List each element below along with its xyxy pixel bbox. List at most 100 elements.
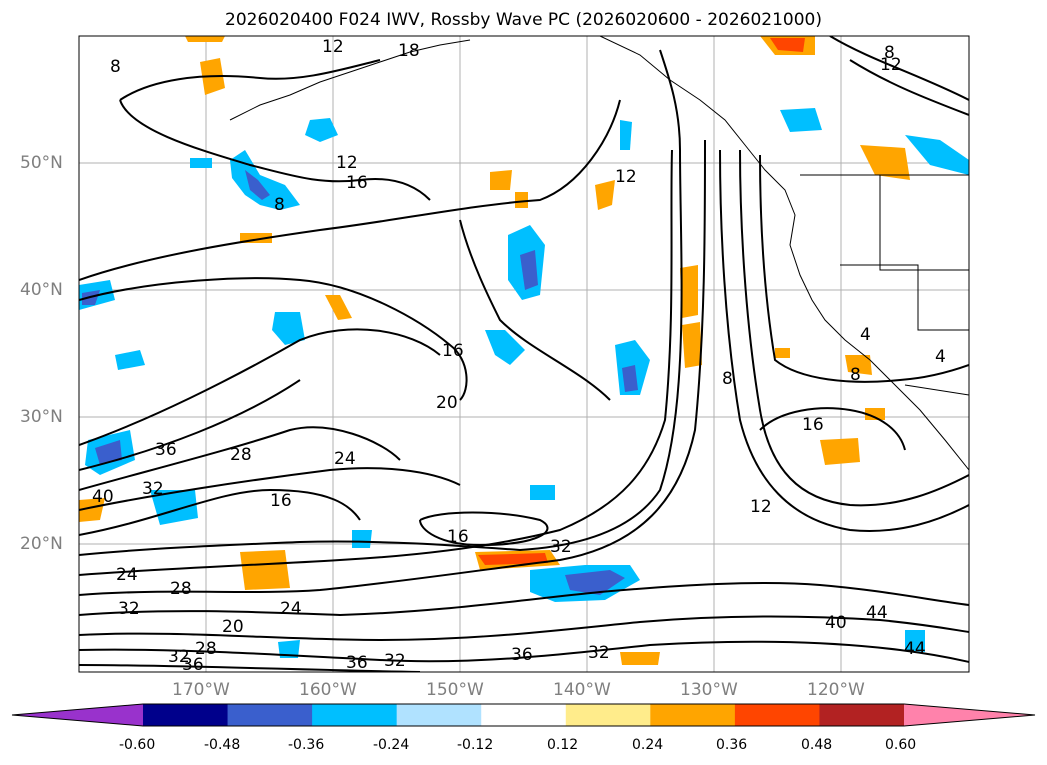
contour-label: 36 [182,655,204,675]
lat-tick-label: 30°N [20,407,63,427]
contour-label: 24 [334,449,356,469]
anomaly-negative [95,440,122,465]
contour-label: 44 [904,639,926,659]
anomaly-negative [272,312,305,345]
contour-label: 20 [436,393,458,413]
anomaly-negative [190,158,212,168]
anomaly-positive [79,498,105,522]
anomaly-positive [595,180,615,210]
contour-label: 40 [92,487,114,507]
lon-tick-label: 140°W [553,680,611,700]
aleutian-islands [229,39,471,121]
anomaly-positive [490,170,512,190]
contour-label: 36 [511,645,533,665]
anomaly-negative [230,150,300,210]
lon-tick-label: 170°W [172,680,230,700]
contour-label: 12 [336,153,358,173]
contour-label: 16 [270,491,292,511]
contour-label: 18 [398,41,420,61]
lat-tick-label: 40°N [20,280,63,300]
anomaly-negative [565,570,625,595]
anomaly-negative [352,530,372,548]
colorbar-tick-label: -0.60 [119,737,156,753]
contour-label: 28 [230,445,252,465]
anomaly-negative [245,170,270,200]
anomaly-positive [240,550,290,590]
contour-label: 16 [447,527,469,547]
contour-label: 36 [155,440,177,460]
contour-label: 4 [935,347,946,367]
colorbar-segment [396,704,482,726]
contour-label: 16 [346,173,368,193]
colorbar-tick-label: 0.36 [716,737,748,753]
mexico-border [904,384,969,396]
anomaly-negative [305,118,338,142]
colorbar-tick-label: 0.12 [547,737,579,753]
colorbar-segment [481,704,567,726]
colorbar-tick-label: 0.60 [885,737,917,753]
contour-label: 16 [802,415,824,435]
contour-label: 4 [860,325,871,345]
colorbar-segment [565,704,651,726]
lat-tick-label: 50°N [20,153,63,173]
gridlines [79,36,969,672]
contour-label: 8 [850,365,861,385]
contour-label: 24 [116,565,138,585]
lon-tick-label: 130°W [680,680,738,700]
anomaly-positive [185,36,225,42]
anomaly-positive [775,348,790,358]
colorbar-tick-label: 0.48 [801,737,833,753]
anomaly-negative [622,365,638,392]
iwv-contours [79,36,969,672]
state-border [879,175,969,271]
anomaly-positive [325,295,352,320]
anomaly-negative [520,250,538,290]
anomaly-positive [770,38,805,52]
contour-label: 36 [346,653,368,673]
colorbar-segment [819,704,905,726]
contour-labels: 12 18 8 12 16 12 8 12 8 16 20 36 28 24 3… [92,37,946,675]
colorbar-segment [650,704,736,726]
anomaly-positive [478,553,548,565]
contour-label: 28 [195,639,217,659]
contour-label: 28 [170,579,192,599]
contour-label: 32 [142,479,164,499]
contour-label: 8 [722,369,733,389]
anomaly-negative [780,108,822,132]
anomaly-negative [150,490,198,525]
anomaly-negative [905,135,969,175]
colorbar-segment [227,704,313,726]
map-title: 2026020400 F024 IWV, Rossby Wave PC (202… [225,10,822,30]
anomaly-positive [515,192,528,208]
anomaly-positive [845,355,872,375]
coastline-north-america [599,36,969,471]
anomaly-positive [820,438,860,465]
contour-label: 12 [880,55,902,75]
lon-tick-label: 120°W [807,680,865,700]
contour-label: 32 [588,643,610,663]
colorbar-extend-min [12,704,143,726]
contour-label: 24 [280,599,302,619]
colorbar-segment [312,704,398,726]
anomaly-negative [278,640,300,658]
anomaly-positive [682,322,702,368]
colorbar-tick-label: -0.12 [457,737,494,753]
contour-label: 8 [274,195,285,215]
contour-label: 32 [118,599,140,619]
anomaly-positive [865,408,885,420]
contour-label: 44 [866,603,888,623]
contour-label: 8 [884,43,895,63]
contour-label: 8 [110,57,121,77]
anomaly-negative [485,330,525,365]
anomaly-positive [620,652,660,665]
contour-label: 32 [168,647,190,667]
contour-label: 12 [615,167,637,187]
contour-label: 32 [384,651,406,671]
anomaly-negative [905,630,925,652]
anomaly-negative [620,120,632,150]
colorbar-tick-label: -0.48 [204,737,241,753]
colorbar-tick-label: -0.36 [288,737,325,753]
coastlines [229,36,969,471]
contour-label: 16 [442,341,464,361]
